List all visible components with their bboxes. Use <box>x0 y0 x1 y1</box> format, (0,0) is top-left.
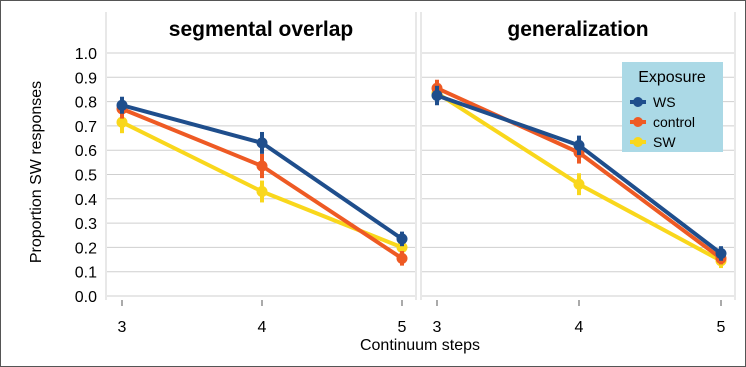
x-tick-label: 3 <box>433 319 442 336</box>
legend-entry-control: control <box>630 114 695 130</box>
y-tick-label: 0.4 <box>75 192 97 209</box>
y-tick-label: 0.3 <box>75 216 97 233</box>
plot-area <box>431 79 727 269</box>
y-tick-label: 0.6 <box>75 143 97 160</box>
x-tick-labels: 3 4 5 <box>433 300 726 336</box>
legend-label: SW <box>653 134 676 150</box>
legend-entry-sw: SW <box>630 134 676 150</box>
x-tick-label: 5 <box>398 319 407 336</box>
legend-entry-ws: WS <box>630 94 676 110</box>
series-ws <box>116 96 408 247</box>
data-point <box>116 116 128 128</box>
series-ws <box>431 85 727 261</box>
y-tick-labels: 0.0 0.1 0.2 0.3 0.4 0.5 0.6 0.7 0.8 0.9 1.0 <box>75 46 97 306</box>
y-tick-label: 0.9 <box>75 70 97 87</box>
y-tick-label: 0.5 <box>75 168 97 185</box>
legend-swatch-point <box>633 137 643 147</box>
y-tick-label: 0.7 <box>75 119 97 136</box>
legend-label: WS <box>653 94 676 110</box>
panel-segmental-overlap: segmental overlap 0.00.10.20.30.40.50.60… <box>75 12 417 336</box>
y-tick-label: 0.1 <box>75 265 97 282</box>
legend: Exposure WS control SW <box>622 62 723 152</box>
y-tick-label: 0.8 <box>75 95 97 112</box>
data-point <box>715 247 727 259</box>
y-axis-title: Proportion SW responses <box>28 81 45 263</box>
data-point <box>396 252 408 264</box>
legend-entries: WS control SW <box>630 94 695 150</box>
x-tick-label: 3 <box>118 319 127 336</box>
plot-area <box>116 96 408 266</box>
data-point <box>573 178 585 190</box>
data-point <box>431 90 443 102</box>
data-point <box>256 160 268 172</box>
y-tick-label: 1.0 <box>75 46 97 63</box>
data-point <box>116 99 128 111</box>
y-tick-label: 0.0 <box>75 289 97 306</box>
data-point <box>573 139 585 151</box>
data-point <box>396 233 408 245</box>
x-tick-label: 4 <box>575 319 584 336</box>
legend-swatch-point <box>633 117 643 127</box>
legend-label: control <box>653 114 695 130</box>
x-axis-title: Continuum steps <box>360 337 480 354</box>
x-tick-label: 5 <box>717 319 726 336</box>
x-tick-labels: 3 4 5 <box>118 300 407 336</box>
legend-box <box>622 62 723 152</box>
panel-title: generalization <box>507 18 648 41</box>
data-point <box>256 137 268 149</box>
data-point <box>396 241 408 253</box>
x-tick-label: 4 <box>258 319 267 336</box>
legend-title: Exposure <box>638 69 706 86</box>
panel-title: segmental overlap <box>169 18 353 41</box>
legend-swatch-point <box>633 97 643 107</box>
data-point <box>256 186 268 198</box>
y-tick-label: 0.2 <box>75 240 97 257</box>
